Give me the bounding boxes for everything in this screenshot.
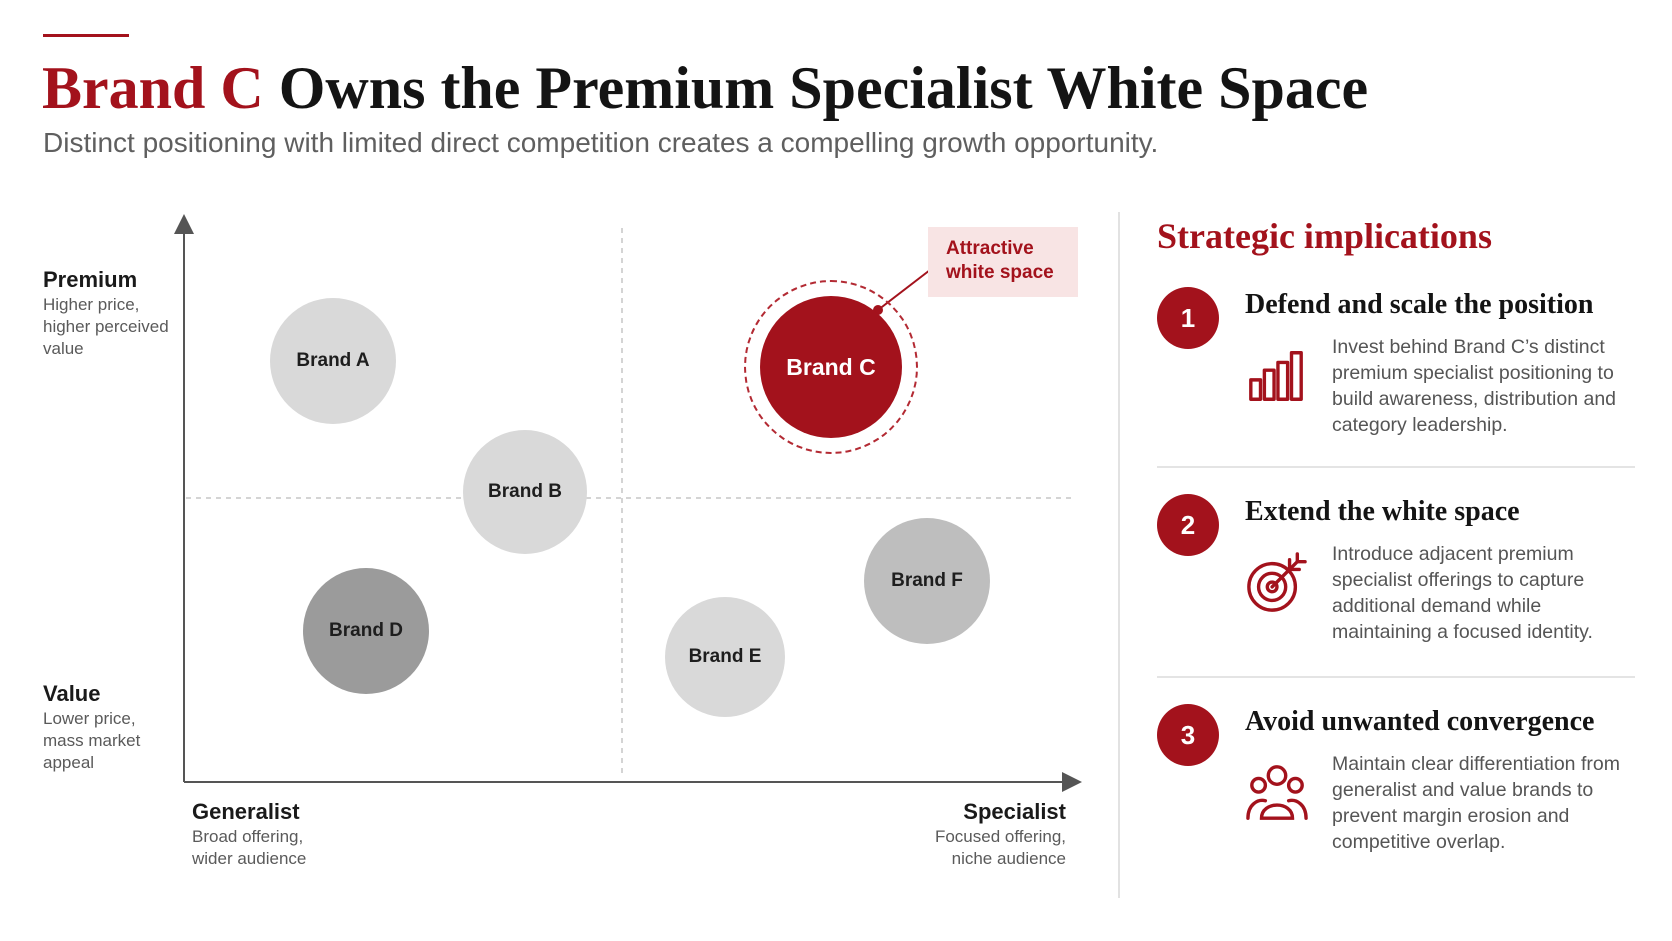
positioning-map: Premium Higher price, higher perceived v…: [0, 200, 1110, 900]
x-axis-right: Specialist Focused offering, niche audie…: [900, 798, 1066, 870]
y-axis-top-desc: Higher price, higher perceived value: [43, 295, 169, 358]
brand-b-bubble: Brand B: [463, 430, 587, 554]
implication-number-2: 2: [1157, 494, 1219, 556]
y-axis-bottom: Value Lower price, mass market appeal: [43, 680, 168, 774]
implication-body-3: Maintain clear differentiation from gene…: [1332, 753, 1620, 853]
implication-title-2: Extend the white space: [1245, 496, 1520, 527]
page-title: Brand C Owns the Premium Specialist Whit…: [42, 52, 1368, 124]
implication-item-2: 2 Extend the white space Introduce adjac…: [1157, 494, 1637, 644]
y-axis-top: Premium Higher price, higher perceived v…: [43, 266, 183, 360]
implication-separator-2: [1157, 676, 1635, 678]
brand-c-ring: [744, 280, 918, 454]
title-rest: Owns the Premium Specialist White Space: [263, 55, 1369, 121]
y-axis-top-label: Premium: [43, 267, 138, 292]
brand-a-bubble: Brand A: [270, 298, 396, 424]
bar-chart-icon: [1249, 351, 1303, 401]
implication-title-1: Defend and scale the position: [1245, 289, 1594, 320]
brand-f-bubble: Brand F: [864, 518, 990, 644]
x-axis-left-desc: Broad offering, wider audience: [192, 827, 307, 868]
brand-d-bubble: Brand D: [303, 568, 429, 694]
implication-item-1: 1 Defend and scale the position Invest b…: [1157, 287, 1637, 437]
accent-rule: [43, 34, 129, 37]
x-axis-left-label: Generalist: [192, 799, 300, 824]
x-axis-left: Generalist Broad offering, wider audienc…: [192, 798, 342, 870]
implication-body-2: Introduce adjacent premium specialist of…: [1332, 543, 1593, 643]
target-icon: [1247, 552, 1307, 612]
title-highlight: Brand C: [42, 55, 264, 121]
people-icon: [1246, 765, 1308, 820]
brand-e-bubble: Brand E: [665, 597, 785, 717]
implication-number-3: 3: [1157, 704, 1219, 766]
panel-divider: [1118, 212, 1120, 898]
implication-number-1: 1: [1157, 287, 1219, 349]
implications-title: Strategic implications: [1157, 216, 1492, 256]
implication-item-3: 3 Avoid unwanted convergence Maintain cl…: [1157, 704, 1637, 854]
white-space-callout: Attractive white space: [928, 227, 1078, 297]
x-axis-right-desc: Focused offering, niche audience: [934, 827, 1066, 868]
implication-body-1: Invest behind Brand C’s distinct premium…: [1332, 336, 1617, 436]
y-axis-bottom-desc: Lower price, mass market appeal: [43, 709, 141, 772]
implication-title-3: Avoid unwanted convergence: [1245, 706, 1595, 737]
page-subtitle: Distinct positioning with limited direct…: [43, 127, 1159, 158]
implication-separator-1: [1157, 466, 1635, 468]
y-axis-bottom-label: Value: [43, 681, 101, 706]
x-axis-right-label: Specialist: [963, 799, 1066, 824]
brand-c-bubble: Brand C: [760, 296, 902, 438]
